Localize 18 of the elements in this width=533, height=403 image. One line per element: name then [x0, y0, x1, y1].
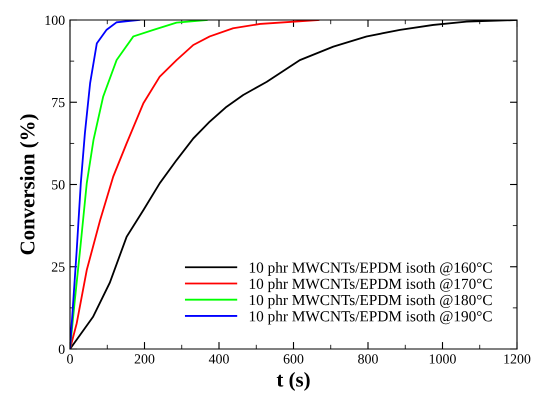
y-tick-label: 75	[52, 98, 65, 108]
legend-label: 10 phr MWCNTs/EPDM isoth @170°C	[250, 278, 492, 292]
legend-label: 10 phr MWCNTs/EPDM isoth @180°C	[250, 294, 492, 308]
y-tick-label: 0	[58, 344, 65, 354]
x-axis-title: t (s)	[276, 372, 310, 391]
x-tick-label: 200	[134, 354, 154, 364]
x-tick-label: 1200	[504, 354, 530, 364]
x-tick-label: 0	[67, 354, 73, 364]
y-tick-label: 100	[46, 16, 65, 25]
x-tick-label: 800	[358, 354, 378, 364]
x-tick-label: 400	[208, 354, 229, 364]
legend-label: 10 phr MWCNTs/EPDM isoth @160°C	[250, 262, 492, 276]
y-tick-label: 25	[52, 262, 65, 272]
y-axis-title: Conversion (%)	[20, 114, 39, 254]
x-tick-label: 600	[284, 354, 304, 364]
x-tick-label: 1000	[430, 354, 456, 364]
legend-label: 10 phr MWCNTs/EPDM isoth @190°C	[250, 310, 492, 325]
y-tick-label: 50	[52, 180, 65, 190]
